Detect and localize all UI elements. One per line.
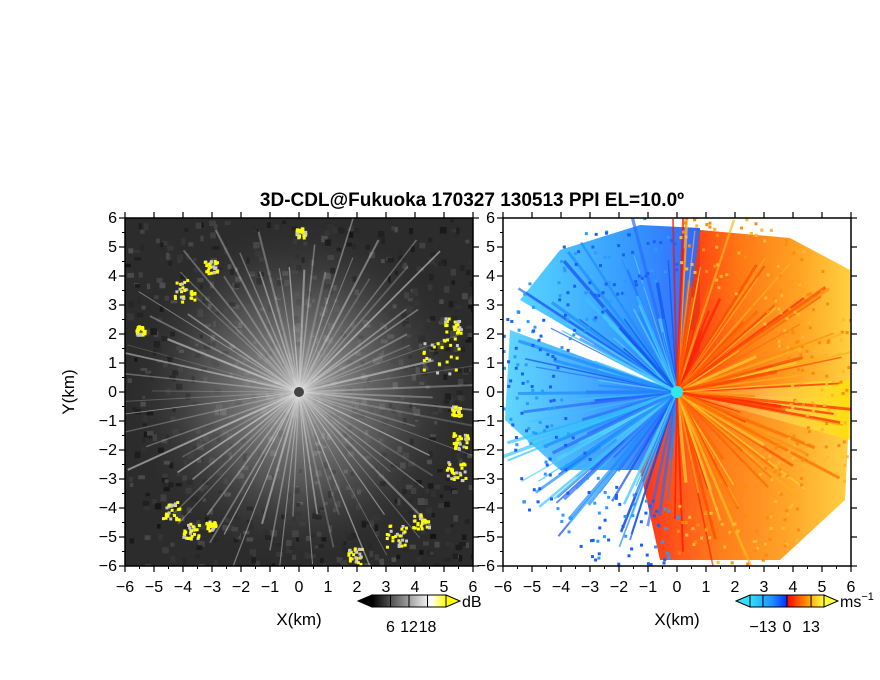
velocity-y-tick-label: 2	[486, 326, 495, 343]
snr-y-tick-label: −4	[99, 500, 117, 517]
velocity-x-tick-label: −6	[494, 579, 512, 596]
snr-x-tick-label: −5	[145, 579, 163, 596]
figure-title: 3D-CDL@Fukuoka 170327 130513 PPI EL=10.0…	[260, 190, 684, 211]
snr-colorbar-tick-label: 18	[419, 619, 437, 636]
velocity-center-marker	[671, 386, 683, 398]
snr-x-tick-label: 2	[353, 579, 362, 596]
snr-x-tick-label: 3	[382, 579, 391, 596]
snr-colorbar-tick-label: 12	[400, 619, 418, 636]
velocity-x-tick-label: 6	[847, 579, 856, 596]
snr-x-tick-label: 6	[469, 579, 478, 596]
radar-site-marker	[294, 387, 304, 397]
velocity-x-tick-label: −4	[552, 579, 570, 596]
snr-y-tick-label: 2	[108, 326, 117, 343]
velocity-x-tick-label: −2	[610, 579, 628, 596]
snr-x-tick-label: 4	[411, 579, 420, 596]
snr-y-tick-label: 1	[108, 355, 117, 372]
snr-colorbar-tick-label: 6	[386, 619, 395, 636]
velocity-colorbar-low-arrow	[734, 594, 751, 608]
velocity-axes: −6 −5 −4 −3 −2 −1 0 1 2 3 4 5 6 6 5 4 3 2 1 0 −1 −2 −3 −4 −5 −6	[477, 210, 857, 596]
velocity-panel: −6 −5 −4 −3 −2 −1 0 1 2 3 4 5 6 6 5 4 3 2 1 0 −1 −2 −3 −4 −5 −6 X…	[477, 210, 857, 629]
snr-colorbar-unit: dB	[462, 594, 482, 611]
snr-y-tick-label: 4	[108, 268, 117, 285]
snr-y-tick-label: −3	[99, 471, 117, 488]
velocity-y-tick-label: 4	[486, 268, 495, 285]
snr-y-tick-label: 5	[108, 239, 117, 256]
snr-x-tick-label: −1	[261, 579, 279, 596]
velocity-y-tick-label: −4	[477, 500, 495, 517]
velocity-colorbar-unit-base: ms	[840, 594, 861, 611]
velocity-x-tick-label: −1	[639, 579, 657, 596]
velocity-x-tick-label: 5	[818, 579, 827, 596]
snr-x-tick-label: −2	[232, 579, 250, 596]
velocity-x-tick-label: 0	[673, 579, 682, 596]
velocity-x-tick-label: 4	[789, 579, 798, 596]
velocity-y-tick-label: −3	[477, 471, 495, 488]
velocity-x-tick-label: −3	[581, 579, 599, 596]
velocity-y-tick-label: 3	[486, 297, 495, 314]
snr-colorbar: 6 12 18 dB	[356, 594, 482, 636]
snr-y-tick-label: −6	[99, 558, 117, 575]
snr-radial-beams	[125, 218, 473, 566]
snr-x-tick-label: −6	[116, 579, 134, 596]
snr-colorbar-high-arrow	[445, 594, 462, 608]
velocity-colorbar-high-arrow	[823, 594, 840, 608]
velocity-field	[503, 218, 851, 566]
snr-x-axis-label: X(km)	[276, 610, 321, 629]
velocity-y-tick-label: −5	[477, 529, 495, 546]
velocity-y-tick-label: 5	[486, 239, 495, 256]
velocity-x-axis-label: X(km)	[654, 610, 699, 629]
snr-y-tick-label: 6	[108, 210, 117, 227]
snr-y-tick-label: −2	[99, 442, 117, 459]
snr-x-tick-label: 1	[324, 579, 333, 596]
snr-x-tick-label: −4	[174, 579, 192, 596]
velocity-y-tick-label: 0	[486, 384, 495, 401]
velocity-y-tick-label: −1	[477, 413, 495, 430]
snr-axes: −6 −5 −4 −3 −2 −1 0 1 2 3 4 5 6 6 5 4 3 2 1 0 −1 −2 −3 −4 −5 −6	[99, 210, 479, 596]
snr-y-tick-label: −1	[99, 413, 117, 430]
snr-y-tick-label: 3	[108, 297, 117, 314]
velocity-y-tick-label: 1	[486, 355, 495, 372]
snr-panel: −6 −5 −4 −3 −2 −1 0 1 2 3 4 5 6 6 5 4 3 2 1 0 −1 −2 −3 −4 −5 −6 Y…	[59, 210, 479, 629]
velocity-y-tick-label: 6	[486, 210, 495, 227]
velocity-colorbar-tick-label: 13	[802, 619, 820, 636]
snr-x-tick-label: 0	[295, 579, 304, 596]
velocity-x-tick-label: 3	[760, 579, 769, 596]
velocity-colorbar-unit-exponent: −1	[861, 591, 874, 603]
snr-y-tick-label: −5	[99, 529, 117, 546]
velocity-x-tick-label: 2	[731, 579, 740, 596]
snr-colorbar-low-arrow	[356, 594, 373, 608]
velocity-colorbar-unit: ms−1	[840, 591, 874, 611]
velocity-y-tick-label: −6	[477, 558, 495, 575]
snr-x-tick-label: −3	[203, 579, 221, 596]
velocity-y-tick-label: −2	[477, 442, 495, 459]
velocity-colorbar-tick-label: 0	[783, 619, 792, 636]
snr-edge-echoes	[135, 227, 471, 566]
velocity-x-tick-label: −5	[523, 579, 541, 596]
snr-y-axis-label: Y(km)	[59, 369, 78, 414]
snr-x-tick-label: 5	[440, 579, 449, 596]
velocity-colorbar: −13 0 13 ms−1	[734, 591, 874, 636]
snr-y-tick-label: 0	[108, 384, 117, 401]
velocity-colorbar-tick-label: −13	[749, 619, 776, 636]
velocity-x-tick-label: 1	[702, 579, 711, 596]
